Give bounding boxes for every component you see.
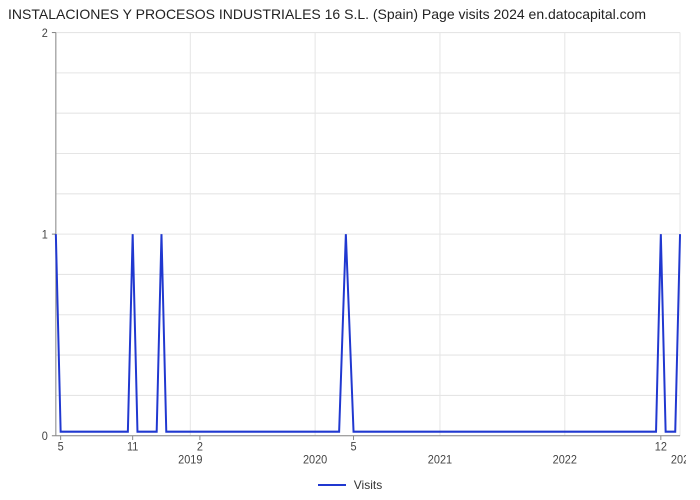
- svg-text:0: 0: [42, 431, 48, 443]
- svg-text:12: 12: [655, 441, 667, 453]
- legend: Visits: [0, 472, 700, 500]
- chart-svg: 01220192020202120222025112512: [30, 24, 686, 472]
- legend-swatch-visits: [318, 484, 346, 486]
- svg-text:2020: 2020: [303, 454, 327, 466]
- svg-text:2022: 2022: [553, 454, 577, 466]
- chart-container: INSTALACIONES Y PROCESOS INDUSTRIALES 16…: [0, 0, 700, 500]
- svg-text:202: 202: [671, 454, 686, 466]
- svg-text:2021: 2021: [428, 454, 452, 466]
- svg-text:5: 5: [350, 441, 356, 453]
- svg-text:2: 2: [197, 441, 203, 453]
- svg-text:5: 5: [58, 441, 64, 453]
- svg-text:2019: 2019: [178, 454, 202, 466]
- plot-area: 01220192020202120222025112512: [0, 24, 700, 472]
- svg-text:1: 1: [42, 229, 48, 241]
- legend-label-visits: Visits: [354, 478, 382, 492]
- svg-text:2: 2: [42, 27, 48, 39]
- svg-text:11: 11: [127, 441, 138, 453]
- chart-title: INSTALACIONES Y PROCESOS INDUSTRIALES 16…: [0, 0, 700, 24]
